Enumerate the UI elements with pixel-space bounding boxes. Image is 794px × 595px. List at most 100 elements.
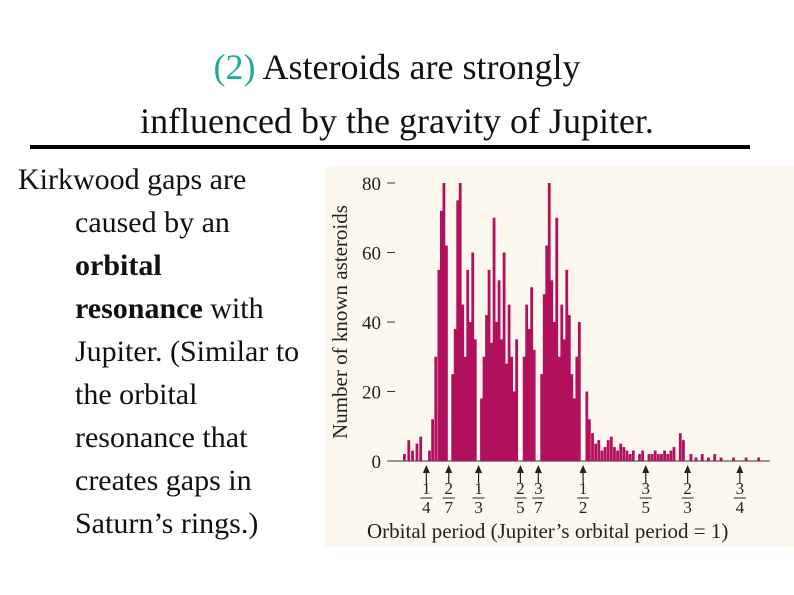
data-bar [428,450,431,461]
data-bar [542,294,546,461]
data-bar [587,419,591,461]
data-bar [522,356,526,461]
data-bar [468,322,472,461]
data-bar [656,454,660,461]
resonance-arrow-head [516,465,524,473]
data-bar [419,436,423,461]
data-bar [694,457,698,461]
data-bar [458,183,462,461]
data-bar [473,339,477,461]
data-bar [707,457,710,461]
resonance-arrow-head [445,465,453,473]
data-bar [616,450,619,461]
title-line1: Asteroids are strongly [255,47,581,87]
data-bar [638,454,641,461]
data-bar [585,391,589,461]
data-bar [512,391,516,461]
resonance-denominator: 4 [422,498,431,517]
data-bar [732,457,735,461]
data-bar [591,433,594,461]
data-bar [485,315,488,461]
resonance-numerator: 3 [736,479,745,498]
data-bar [502,252,506,461]
data-bar [650,454,654,461]
resonance-numerator: 1 [474,479,483,498]
data-bar [530,287,534,461]
body-bold-orbital: orbital [75,249,162,282]
data-bar [653,450,657,461]
y-tick-label: 60 [362,244,381,265]
data-bar [525,304,529,461]
y-tick-label: 40 [362,313,381,334]
body-paragraph: Kirkwood gaps are caused by an orbital re… [18,158,318,545]
data-bar [619,443,623,461]
data-bar [492,217,496,461]
data-bar [682,440,685,461]
resonance-denominator: 2 [579,498,588,517]
data-bar [572,398,576,461]
data-bar [490,342,493,461]
data-bar [560,304,564,461]
data-bar [757,457,761,461]
data-bar [555,217,559,461]
data-bar [527,328,531,461]
data-bar [557,356,561,461]
data-bar [641,450,645,461]
data-bar [545,245,549,461]
data-bar [480,398,483,461]
data-bar [603,447,607,461]
data-bar [463,356,467,461]
resonance-numerator: 3 [534,479,543,498]
resonance-arrow-head [475,465,483,473]
data-bar [439,210,443,461]
resonance-numerator: 1 [422,479,431,498]
data-bar [451,374,455,461]
data-bar [666,454,670,461]
resonance-arrow-head [422,465,430,473]
data-bar [497,280,501,461]
data-bar [461,304,465,461]
data-bar [456,200,460,461]
data-bar [631,450,635,461]
data-bar [613,447,616,461]
x-axis-label: Orbital period (Jupiter’s orbital period… [367,519,728,543]
resonance-denominator: 4 [736,498,745,517]
kirkwood-gaps-chart: Number of known asteroids 0 20 40 60 80 1 4 2 7 1 3… [325,167,794,547]
resonance-denominator: 3 [474,498,483,517]
data-bar [597,440,601,461]
data-bar [628,454,632,461]
data-bar [415,443,419,461]
resonance-numerator: 2 [516,479,525,498]
data-bar [594,443,598,461]
resonance-numerator: 1 [579,479,588,498]
data-bar [487,269,491,461]
resonance-numerator: 3 [642,479,651,498]
resonance-numerator: 2 [444,479,453,498]
data-bar [575,356,579,461]
data-bar [719,457,723,461]
data-bar [471,252,475,461]
resonance-arrow-head [736,465,744,473]
data-bar [442,183,446,461]
data-bar [744,457,748,461]
data-bar [606,440,610,461]
data-bar [411,450,414,461]
resonance-denominator: 3 [683,498,692,517]
data-bar [532,349,536,461]
title-line2: influenced by the gravity of Jupiter. [140,101,654,141]
data-bar [713,454,717,461]
data-bar [672,447,676,461]
title-number: (2) [213,47,256,87]
data-bar [540,374,544,461]
resonance-numerator: 2 [683,479,692,498]
data-bar [700,454,704,461]
data-bar [434,356,438,461]
data-bar [577,322,581,461]
y-tick-label: 80 [362,174,381,195]
body-text-part2: with Jupiter. (Similar to the orbital re… [75,292,300,540]
y-tick-label: 20 [362,383,381,404]
chart-svg: Number of known asteroids020406080142713… [328,174,770,543]
slide-title: (2) Asteroids are strongly influenced by… [0,40,794,148]
y-axis-label: Number of known asteroids [328,205,352,439]
data-bar [647,454,651,461]
